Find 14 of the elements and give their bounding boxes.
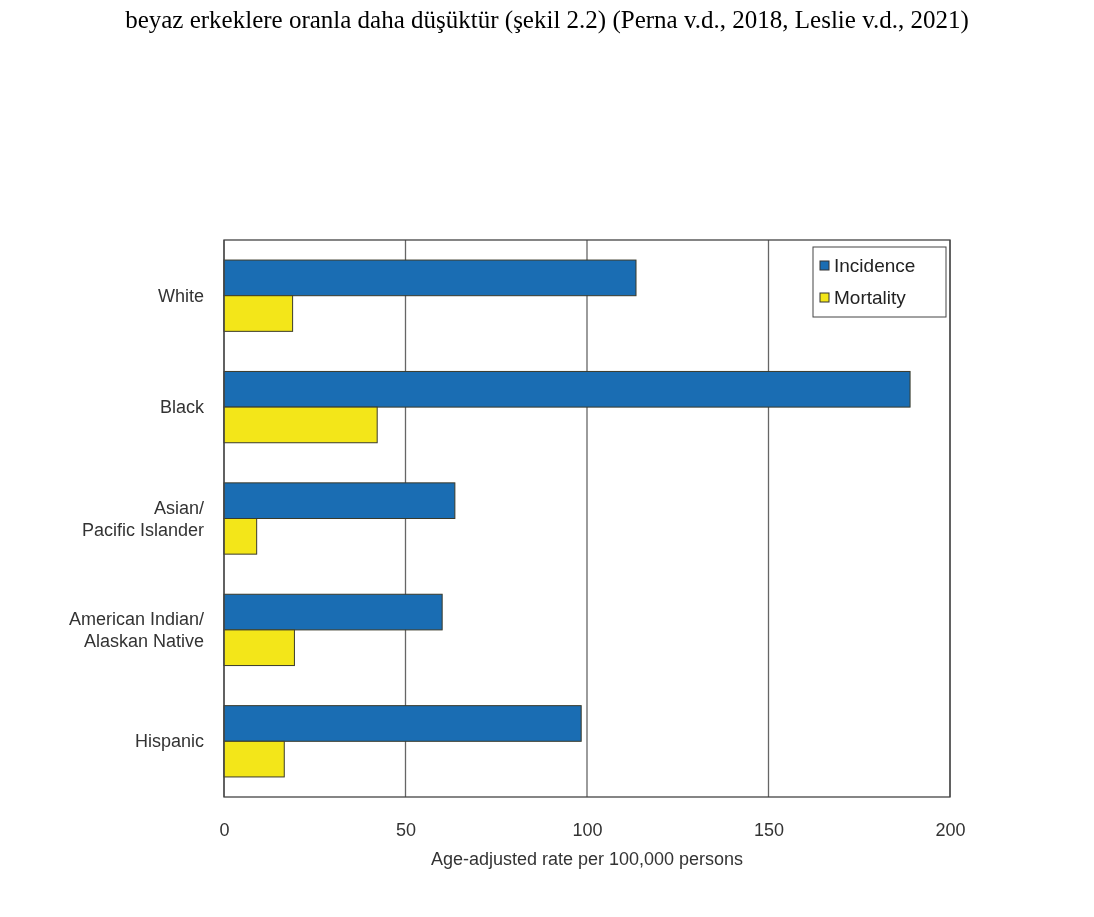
text: beyaz erkeklere oranla daha düşüktür (şekil 2.2) (Perna v.d., 2018, Leslie v.d., 2021) <box>125 6 969 34</box>
legend-label: Incidence <box>834 255 916 276</box>
x-tick-label: 200 <box>935 819 966 840</box>
x-axis-title: Age-adjusted rate per 100,000 persons <box>430 849 744 869</box>
legend-label: Mortality <box>834 287 907 308</box>
y-tick-label: Hispanic <box>134 731 204 752</box>
y-tick-label: White <box>157 285 204 306</box>
y-tick-label: American Indian/ Alaskan Native <box>68 608 204 651</box>
y-tick-label: Black <box>159 397 205 418</box>
x-tick-label: 100 <box>572 819 603 840</box>
x-tick-label: 50 <box>395 819 417 840</box>
x-tick-label: 150 <box>753 819 785 840</box>
x-tick-label: 0 <box>219 819 230 840</box>
y-tick-label: Asian/ Pacific Islander <box>81 497 204 540</box>
